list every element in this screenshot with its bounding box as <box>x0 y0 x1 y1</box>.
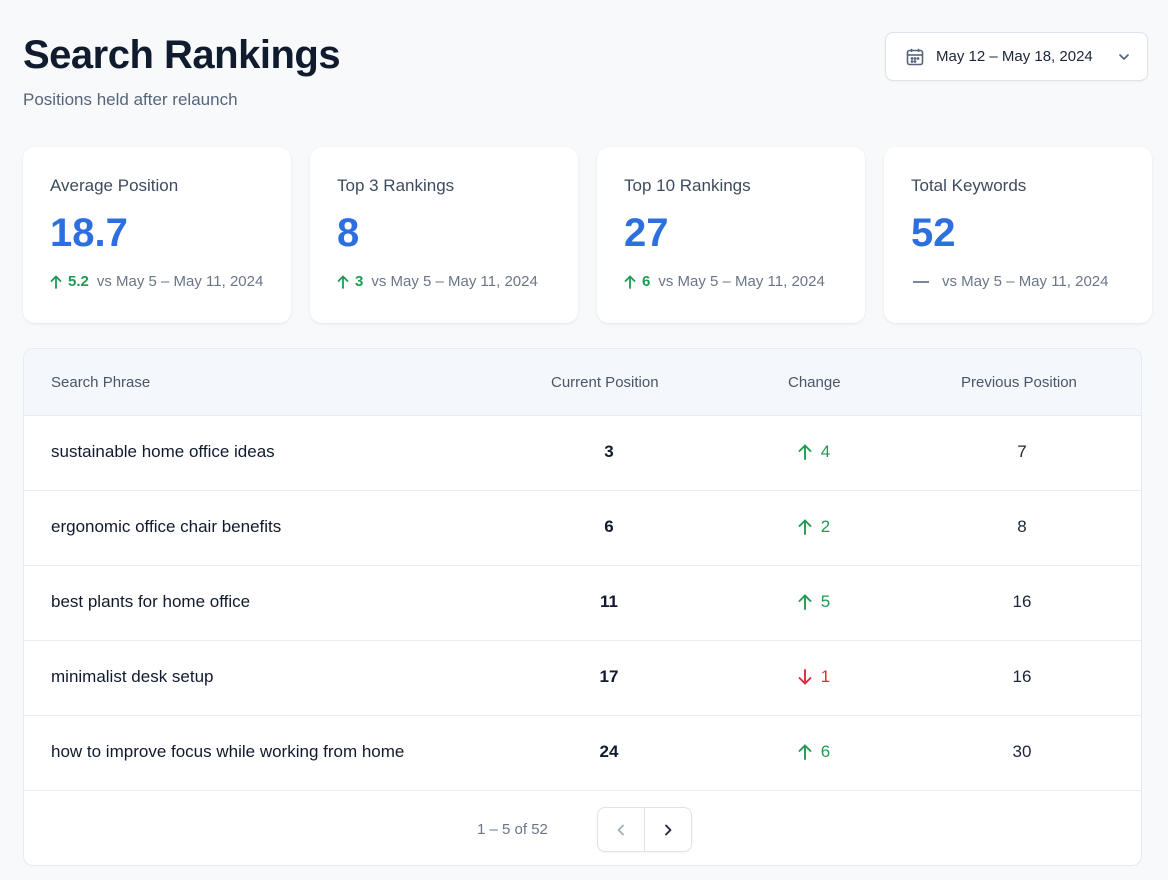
chevron-right-icon <box>664 824 672 835</box>
stat-value: 27 <box>624 211 669 255</box>
position-change: 5 <box>784 592 844 612</box>
position-change: 1 <box>784 667 844 687</box>
position-change: 6 <box>784 742 844 762</box>
stat-compare: 6 vs May 5 – May 11, 2024 <box>624 273 838 290</box>
compare-period: vs May 5 – May 11, 2024 <box>942 273 1109 290</box>
position-change: 4 <box>784 442 844 462</box>
table-header: Search Phrase Current Position Change Pr… <box>24 349 1141 416</box>
stat-compare: vs May 5 – May 11, 2024 <box>911 273 1125 290</box>
pagination: 1 – 5 of 52 <box>24 791 1141 865</box>
previous-position: 7 <box>1017 442 1027 461</box>
compare-period: vs May 5 – May 11, 2024 <box>96 273 264 290</box>
search-phrase: minimalist desk setup <box>51 667 214 686</box>
change-value: 1 <box>820 667 831 686</box>
change-value: 5 <box>820 592 831 611</box>
arrow-up-icon <box>798 744 812 760</box>
change-value: 2 <box>820 517 831 536</box>
change-value: 4 <box>820 442 831 461</box>
stat-label: Top 10 Rankings <box>624 176 751 195</box>
page-header: Search Rankings Positions held after rel… <box>23 30 341 110</box>
arrow-up-icon <box>337 275 349 289</box>
compare-period: vs May 5 – May 11, 2024 <box>658 273 825 290</box>
column-header-previous-position[interactable]: Previous Position <box>961 374 1077 391</box>
previous-page-button[interactable] <box>598 808 645 851</box>
chevron-down-icon <box>1117 50 1131 64</box>
stat-card-total-keywords: Total Keywords 52 vs May 5 – May 11, 202… <box>884 147 1152 323</box>
arrow-up-icon <box>50 275 62 289</box>
page-subtitle: Positions held after relaunch <box>23 90 238 109</box>
calendar-icon <box>905 47 925 67</box>
delta-badge: 3 <box>337 273 363 290</box>
delta-value: 3 <box>355 273 364 290</box>
arrow-down-icon <box>798 669 812 685</box>
arrow-up-icon <box>624 275 636 289</box>
stat-compare: 3 vs May 5 – May 11, 2024 <box>337 273 551 290</box>
stat-label: Total Keywords <box>911 176 1027 195</box>
column-header-change[interactable]: Change <box>788 374 841 391</box>
search-phrase: best plants for home office <box>51 592 251 611</box>
current-position: 17 <box>599 667 619 686</box>
current-position: 6 <box>604 517 614 536</box>
pagination-controls <box>597 807 692 852</box>
stat-value: 8 <box>337 211 360 255</box>
column-header-search-phrase[interactable]: Search Phrase <box>51 374 151 391</box>
arrow-up-icon <box>798 519 812 535</box>
rankings-table: Search Phrase Current Position Change Pr… <box>23 348 1142 866</box>
pagination-summary: 1 – 5 of 52 <box>477 821 548 838</box>
date-range-label: May 12 – May 18, 2024 <box>936 48 1093 65</box>
table-row[interactable]: best plants for home office 11 5 16 <box>24 566 1141 641</box>
search-phrase: how to improve focus while working from … <box>51 742 405 761</box>
search-phrase: ergonomic office chair benefits <box>51 517 282 536</box>
stat-label: Average Position <box>50 176 179 195</box>
previous-position: 30 <box>1012 742 1032 761</box>
delta-badge: 5.2 <box>50 273 89 290</box>
delta-value: 5.2 <box>68 273 89 290</box>
no-change-dash-icon <box>913 280 929 283</box>
next-page-button[interactable] <box>645 808 692 851</box>
current-position: 11 <box>600 592 618 611</box>
stats-cards: Average Position 18.7 5.2 vs May 5 – May… <box>23 147 1152 323</box>
stat-value: 52 <box>911 211 956 255</box>
page-title: Search Rankings <box>23 33 341 77</box>
current-position: 24 <box>599 742 619 761</box>
stat-card-top-10: Top 10 Rankings 27 6 vs May 5 – May 11, … <box>597 147 865 323</box>
previous-position: 16 <box>1012 592 1032 611</box>
stat-label: Top 3 Rankings <box>337 176 455 195</box>
current-position: 3 <box>604 442 614 461</box>
table-row[interactable]: minimalist desk setup 17 1 16 <box>24 641 1141 716</box>
arrow-up-icon <box>798 594 812 610</box>
column-header-current-position[interactable]: Current Position <box>551 374 659 391</box>
stat-value: 18.7 <box>50 211 128 255</box>
delta-badge: 6 <box>624 273 650 290</box>
change-value: 6 <box>820 742 831 761</box>
search-phrase: sustainable home office ideas <box>51 442 275 461</box>
arrow-up-icon <box>798 444 812 460</box>
chevron-left-icon <box>617 824 624 835</box>
previous-position: 8 <box>1017 517 1027 536</box>
stat-compare: 5.2 vs May 5 – May 11, 2024 <box>50 273 264 290</box>
position-change: 2 <box>784 517 844 537</box>
table-row[interactable]: how to improve focus while working from … <box>24 716 1141 791</box>
date-range-picker[interactable]: May 12 – May 18, 2024 <box>885 32 1148 81</box>
stat-card-top-3: Top 3 Rankings 8 3 vs May 5 – May 11, 20… <box>310 147 578 323</box>
stat-card-average-position: Average Position 18.7 5.2 vs May 5 – May… <box>23 147 291 323</box>
previous-position: 16 <box>1012 667 1032 686</box>
delta-value: 6 <box>642 273 651 290</box>
compare-period: vs May 5 – May 11, 2024 <box>371 273 538 290</box>
table-row[interactable]: sustainable home office ideas 3 4 7 <box>24 416 1141 491</box>
table-row[interactable]: ergonomic office chair benefits 6 2 8 <box>24 491 1141 566</box>
